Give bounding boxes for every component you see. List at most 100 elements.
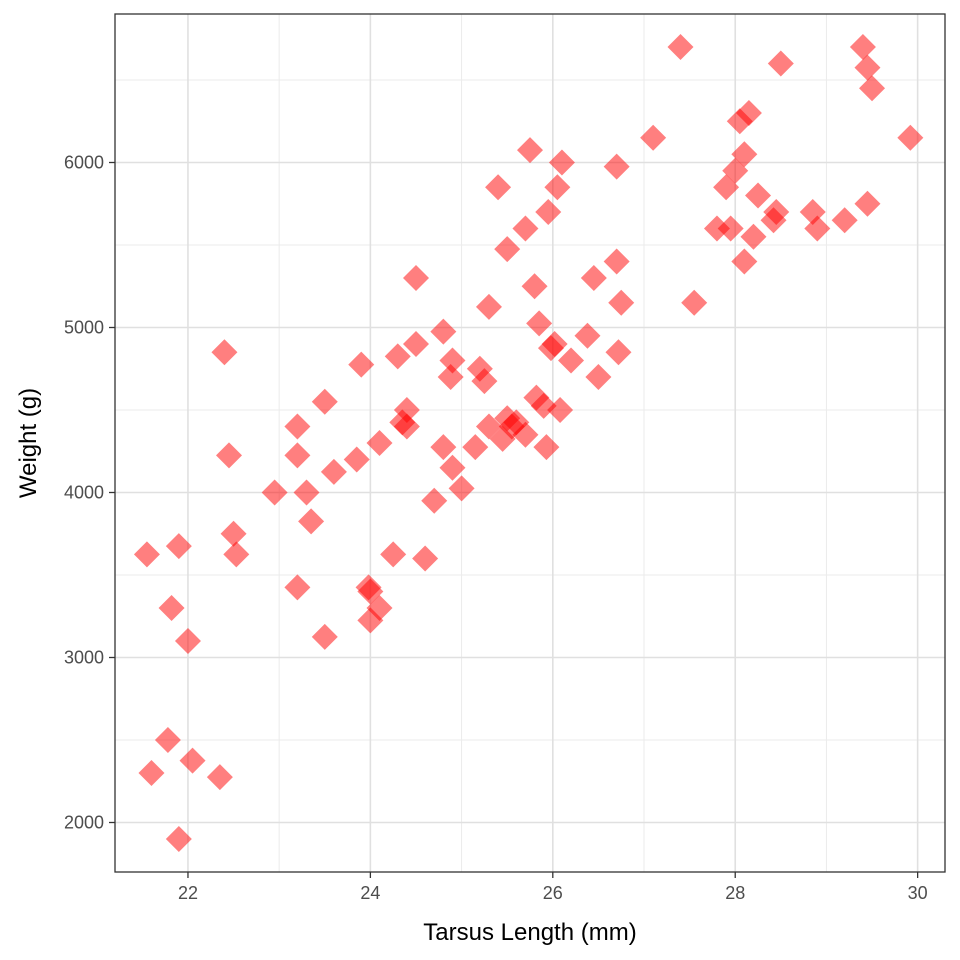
data-point [763,199,790,225]
data-point [854,190,881,217]
data-point [462,434,489,461]
data-point [640,124,667,151]
data-point [859,75,886,102]
data-point [471,368,498,395]
data-point [206,764,233,791]
y-tick-label: 3000 [64,648,104,668]
data-point [605,339,632,366]
data-point [220,520,247,547]
data-point [740,223,767,250]
data-point [165,826,192,852]
data-point [437,364,464,390]
data-point [284,413,311,440]
data-point [179,747,206,774]
data-point [681,289,708,316]
data-point [174,628,201,654]
data-point [603,153,630,180]
data-point [547,397,574,423]
data-point [526,310,553,337]
data-point [216,442,243,469]
data-point [603,248,630,275]
data-point [580,265,607,291]
data-point [585,364,612,390]
x-axis-title: Tarsus Length (mm) [423,919,636,946]
data-point [393,397,420,423]
data-point [154,727,181,753]
data-point [548,149,575,176]
data-point [138,760,165,786]
data-point [402,265,429,291]
x-tick-label: 26 [543,883,563,903]
data-point [494,236,521,263]
y-tick-label: 2000 [64,813,104,833]
data-point [284,574,311,601]
x-tick-label: 30 [908,883,928,903]
data-point [804,215,831,242]
data-point [541,331,568,357]
data-point [430,434,457,461]
data-point [512,215,539,242]
data-point [366,595,393,621]
data-point [293,479,320,506]
data-point [533,434,560,461]
data-point [348,351,375,378]
data-point [667,34,694,60]
data-point [574,322,601,349]
data-point [448,475,475,502]
data-point [412,545,439,572]
data-point [831,207,858,234]
data-point [475,293,502,320]
data-point [430,318,457,345]
y-axis-ticks: 2000 3000 4000 5000 6000 [64,153,115,833]
y-tick-label: 6000 [64,153,104,173]
x-tick-label: 24 [360,883,380,903]
data-point [165,533,192,560]
data-point [517,137,543,164]
data-point [608,289,635,316]
data-point [854,54,881,81]
x-axis-ticks: 22 24 26 28 30 [178,872,928,903]
data-point [384,343,411,370]
data-point [366,430,393,456]
data-point [731,248,758,275]
data-point [158,595,185,621]
data-point [489,425,516,452]
data-point [223,541,250,568]
data-point [311,388,338,415]
data-point [485,174,512,201]
data-point [731,141,758,168]
data-point [311,623,338,650]
data-point [535,199,562,225]
data-point [544,174,571,201]
data-point [703,215,730,242]
data-point [211,339,238,366]
data-point [521,273,548,300]
y-axis-title: Weight (g) [15,388,42,498]
data-point [402,331,429,357]
data-point [475,413,502,440]
data-point [298,508,325,535]
data-point [133,541,160,568]
x-tick-label: 22 [178,883,198,903]
data-point [343,446,370,473]
data-points [133,34,924,852]
data-point [767,50,794,77]
data-point [439,347,466,374]
data-point [717,215,744,242]
data-point [849,34,876,60]
data-point [393,413,420,440]
data-point [897,124,924,151]
data-point [284,442,311,469]
data-point [558,347,585,374]
x-tick-label: 28 [725,883,745,903]
data-point [421,487,448,514]
data-point [439,454,466,481]
data-point [261,479,288,506]
data-point [320,458,347,485]
data-point [735,100,762,126]
data-point [512,421,539,448]
y-tick-label: 5000 [64,318,104,338]
y-tick-label: 4000 [64,483,104,503]
data-point [745,182,772,209]
